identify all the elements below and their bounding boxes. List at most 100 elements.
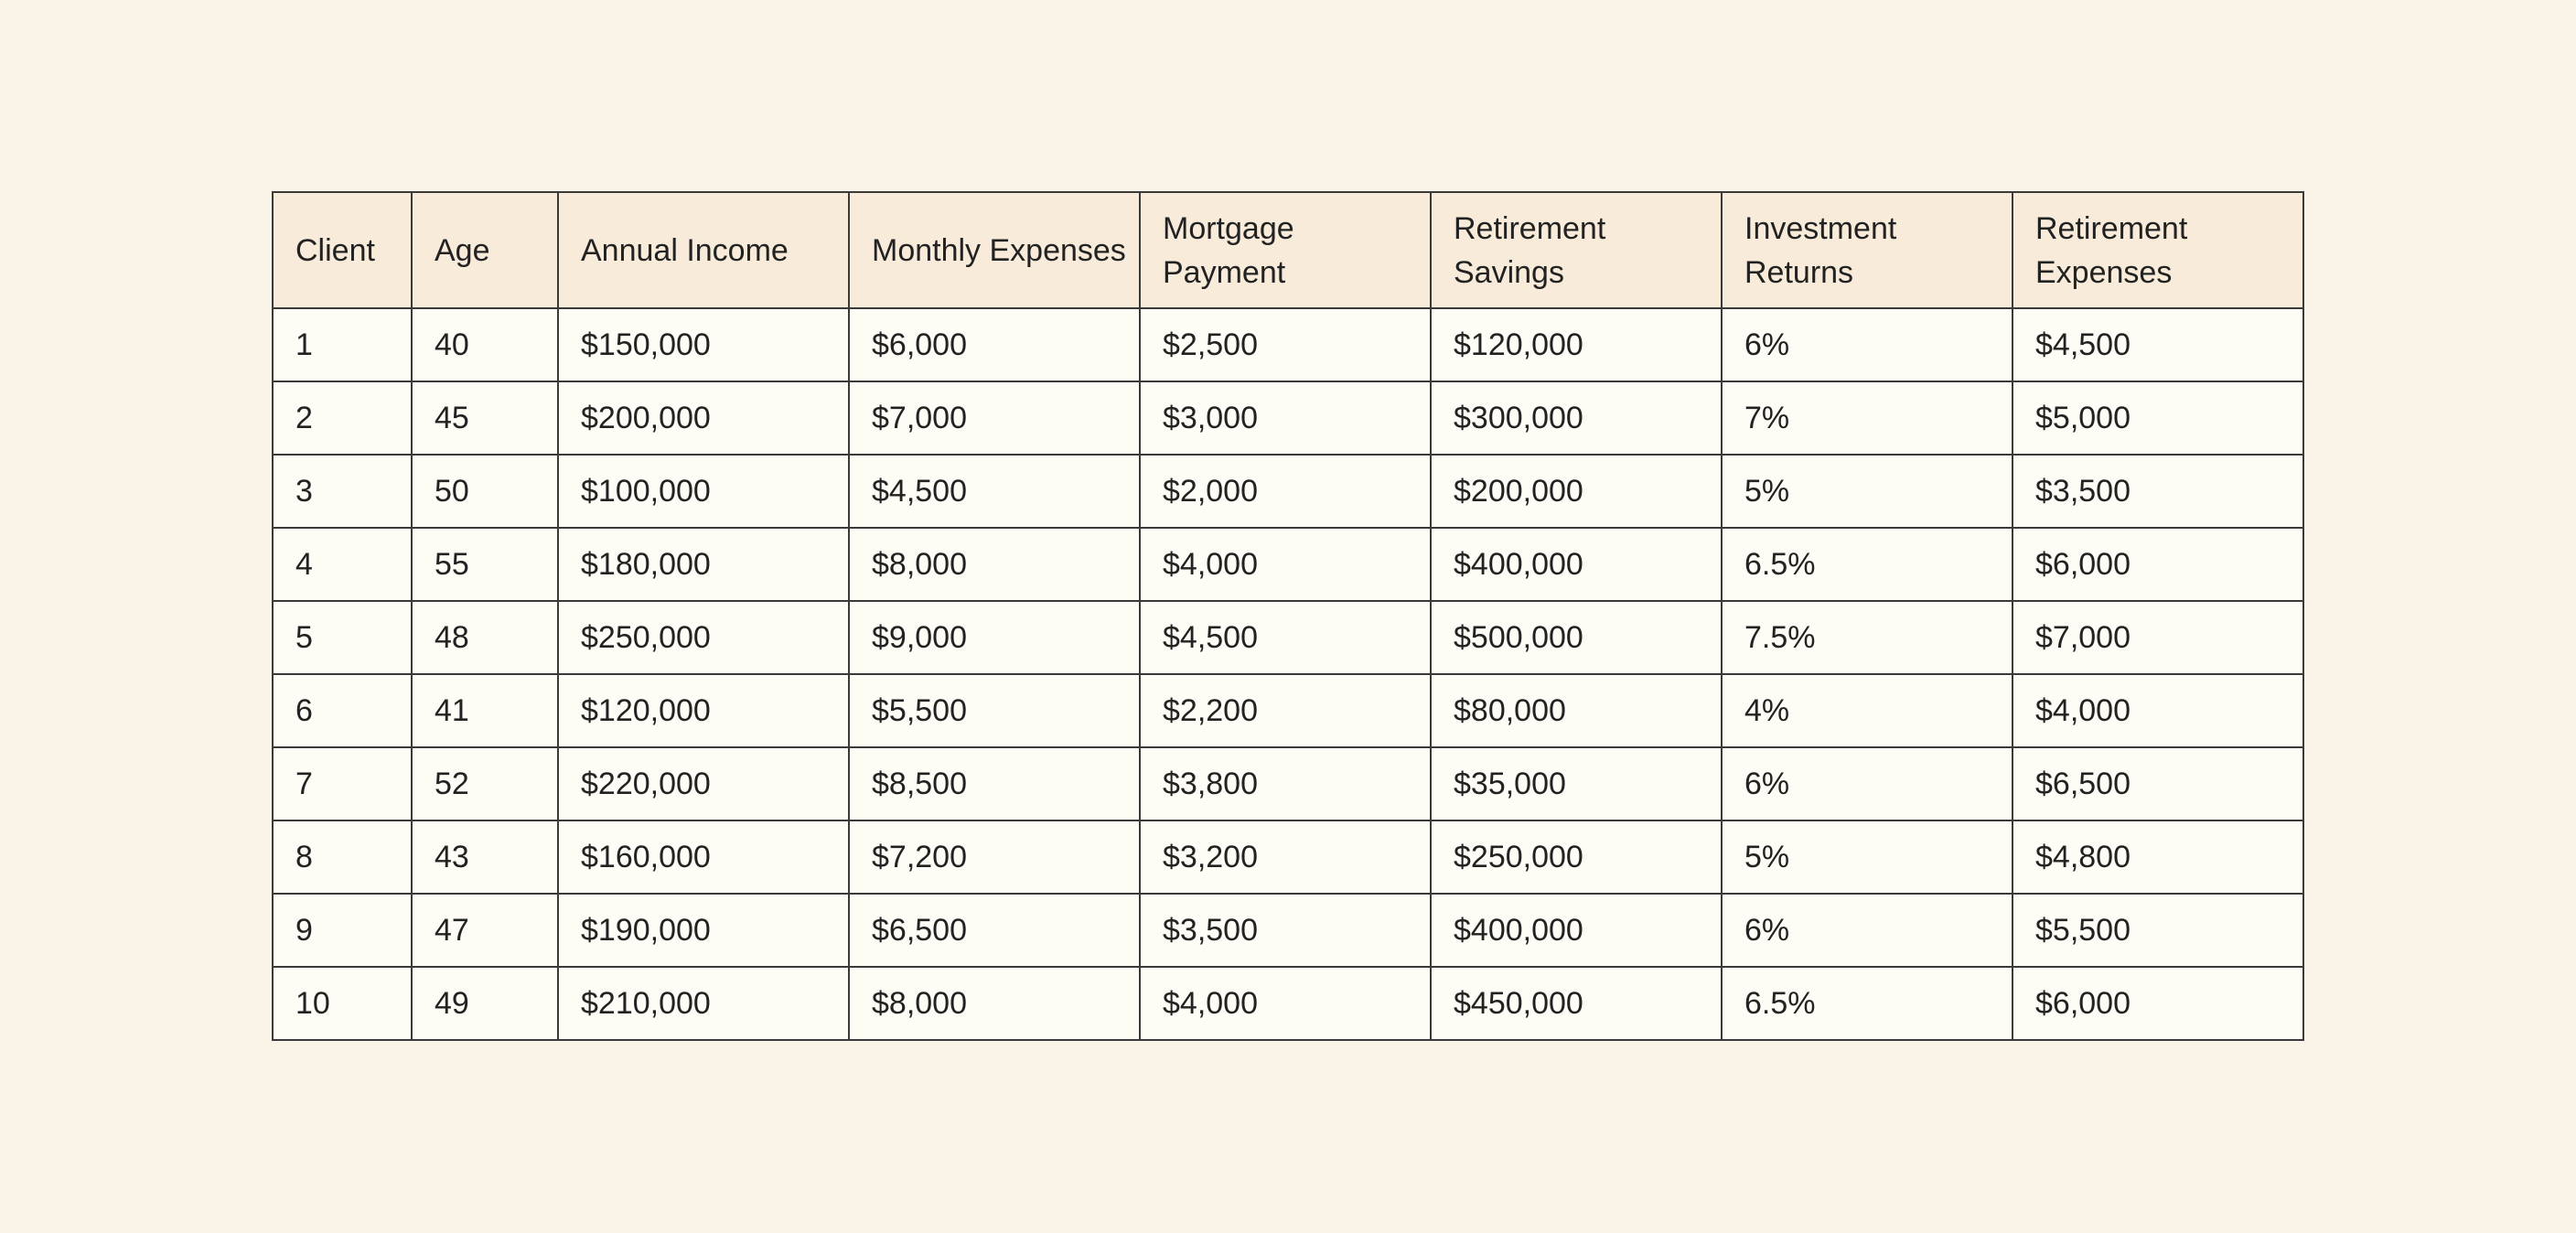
table-row: 1 40 $150,000 $6,000 $2,500 $120,000 6% $4,500 [272,307,2304,382]
cell-retirement-expenses: $6,000 [2012,527,2304,602]
cell-annual-income: $150,000 [557,307,850,382]
cell-monthly-expenses: $8,000 [848,527,1141,602]
cell-monthly-expenses: $4,500 [848,454,1141,529]
cell-retirement-savings: $250,000 [1430,820,1723,895]
data-table-container: Client Age Annual Income Monthly Expense… [272,191,2304,1041]
cell-annual-income: $210,000 [557,966,850,1041]
cell-client: 2 [272,381,413,456]
cell-monthly-expenses: $7,000 [848,381,1141,456]
cell-mortgage-payment: $3,800 [1139,746,1432,821]
cell-age: 47 [411,893,559,968]
cell-mortgage-payment: $2,500 [1139,307,1432,382]
cell-client: 1 [272,307,413,382]
cell-retirement-expenses: $6,000 [2012,966,2304,1041]
cell-investment-returns: 6.5% [1721,966,2013,1041]
cell-client: 3 [272,454,413,529]
cell-retirement-expenses: $6,500 [2012,746,2304,821]
cell-client: 10 [272,966,413,1041]
cell-monthly-expenses: $7,200 [848,820,1141,895]
client-financial-table: Client Age Annual Income Monthly Expense… [272,191,2304,1041]
cell-age: 40 [411,307,559,382]
table-header: Client Age Annual Income Monthly Expense… [272,191,2304,309]
cell-annual-income: $190,000 [557,893,850,968]
cell-retirement-savings: $300,000 [1430,381,1723,456]
header-investment-returns: Investment Returns [1721,191,2013,309]
cell-client: 7 [272,746,413,821]
cell-annual-income: $200,000 [557,381,850,456]
cell-mortgage-payment: $2,200 [1139,673,1432,748]
cell-retirement-savings: $500,000 [1430,600,1723,675]
cell-client: 8 [272,820,413,895]
cell-retirement-expenses: $4,500 [2012,307,2304,382]
cell-retirement-savings: $35,000 [1430,746,1723,821]
cell-monthly-expenses: $6,000 [848,307,1141,382]
cell-age: 49 [411,966,559,1041]
cell-annual-income: $160,000 [557,820,850,895]
cell-age: 55 [411,527,559,602]
cell-retirement-expenses: $3,500 [2012,454,2304,529]
cell-retirement-expenses: $4,000 [2012,673,2304,748]
cell-client: 9 [272,893,413,968]
cell-mortgage-payment: $4,000 [1139,966,1432,1041]
table-body: 1 40 $150,000 $6,000 $2,500 $120,000 6% $4,500 2… [272,307,2304,1041]
cell-annual-income: $100,000 [557,454,850,529]
header-mortgage-payment: Mortgage Payment [1139,191,1432,309]
cell-annual-income: $120,000 [557,673,850,748]
header-monthly-expenses: Monthly Expenses [848,191,1141,309]
cell-retirement-savings: $200,000 [1430,454,1723,529]
cell-retirement-savings: $400,000 [1430,893,1723,968]
cell-retirement-savings: $120,000 [1430,307,1723,382]
table-row: 2 45 $200,000 $7,000 $3,000 $300,000 7% $5,000 [272,381,2304,456]
cell-client: 4 [272,527,413,602]
cell-investment-returns: 6% [1721,307,2013,382]
cell-mortgage-payment: $2,000 [1139,454,1432,529]
cell-annual-income: $250,000 [557,600,850,675]
cell-retirement-savings: $400,000 [1430,527,1723,602]
cell-monthly-expenses: $9,000 [848,600,1141,675]
cell-investment-returns: 6% [1721,893,2013,968]
cell-investment-returns: 6% [1721,746,2013,821]
table-row: 7 52 $220,000 $8,500 $3,800 $35,000 6% $6,500 [272,746,2304,821]
table-row: 8 43 $160,000 $7,200 $3,200 $250,000 5% $4,800 [272,820,2304,895]
cell-monthly-expenses: $6,500 [848,893,1141,968]
cell-investment-returns: 4% [1721,673,2013,748]
cell-age: 41 [411,673,559,748]
cell-retirement-savings: $80,000 [1430,673,1723,748]
header-row: Client Age Annual Income Monthly Expense… [272,191,2304,309]
cell-retirement-expenses: $4,800 [2012,820,2304,895]
cell-investment-returns: 5% [1721,454,2013,529]
cell-investment-returns: 7% [1721,381,2013,456]
cell-age: 48 [411,600,559,675]
cell-mortgage-payment: $3,200 [1139,820,1432,895]
cell-retirement-savings: $450,000 [1430,966,1723,1041]
table-row: 10 49 $210,000 $8,000 $4,000 $450,000 6.5% $6,0… [272,966,2304,1041]
table-row: 4 55 $180,000 $8,000 $4,000 $400,000 6.5% $6,00… [272,527,2304,602]
cell-age: 43 [411,820,559,895]
cell-mortgage-payment: $3,500 [1139,893,1432,968]
cell-retirement-expenses: $5,000 [2012,381,2304,456]
cell-monthly-expenses: $8,500 [848,746,1141,821]
cell-age: 50 [411,454,559,529]
header-retirement-expenses: Retirement Expenses [2012,191,2304,309]
cell-age: 52 [411,746,559,821]
cell-investment-returns: 5% [1721,820,2013,895]
table-row: 6 41 $120,000 $5,500 $2,200 $80,000 4% $4,000 [272,673,2304,748]
header-age: Age [411,191,559,309]
cell-annual-income: $220,000 [557,746,850,821]
table-row: 3 50 $100,000 $4,500 $2,000 $200,000 5% $3,500 [272,454,2304,529]
cell-client: 6 [272,673,413,748]
cell-monthly-expenses: $8,000 [848,966,1141,1041]
cell-retirement-expenses: $7,000 [2012,600,2304,675]
header-client: Client [272,191,413,309]
cell-investment-returns: 7.5% [1721,600,2013,675]
header-retirement-savings: Retirement Savings [1430,191,1723,309]
cell-mortgage-payment: $4,000 [1139,527,1432,602]
cell-mortgage-payment: $4,500 [1139,600,1432,675]
cell-investment-returns: 6.5% [1721,527,2013,602]
cell-mortgage-payment: $3,000 [1139,381,1432,456]
header-annual-income: Annual Income [557,191,850,309]
cell-monthly-expenses: $5,500 [848,673,1141,748]
cell-age: 45 [411,381,559,456]
table-row: 9 47 $190,000 $6,500 $3,500 $400,000 6% $5,500 [272,893,2304,968]
cell-retirement-expenses: $5,500 [2012,893,2304,968]
